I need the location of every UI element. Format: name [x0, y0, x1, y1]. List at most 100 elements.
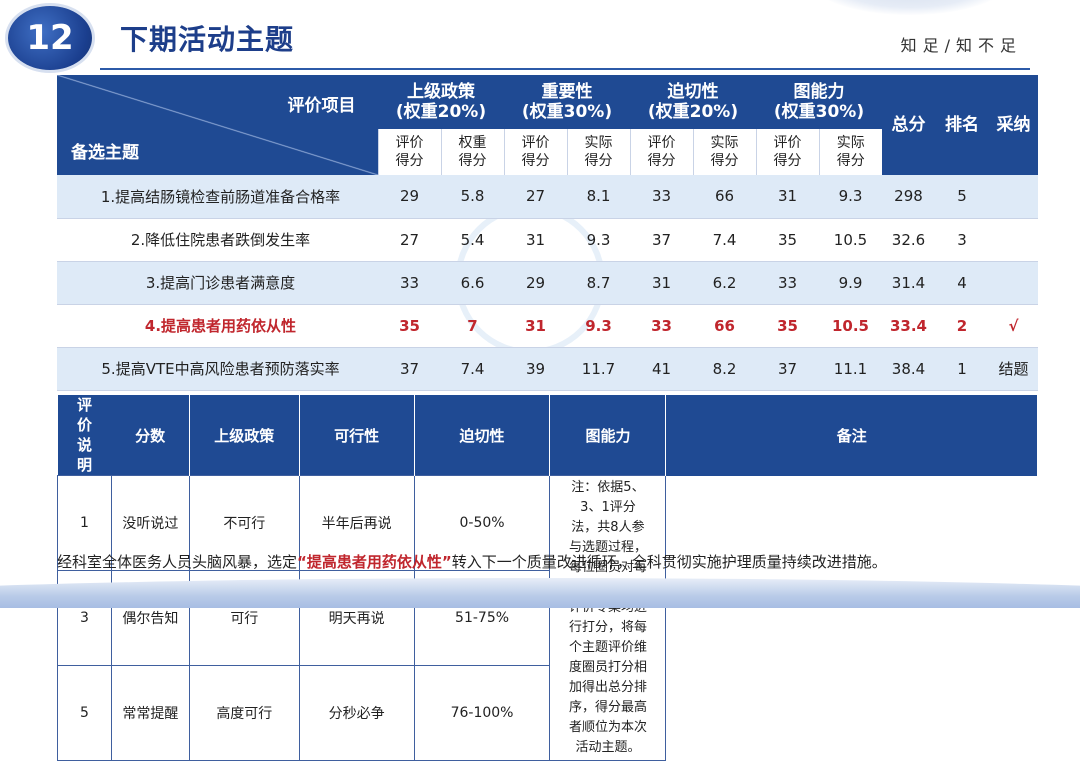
section-number-badge: 12: [8, 6, 92, 70]
scoring-criteria-table: 评价说明 分数 上级政策 可行性 迫切性 图能力 备注 1 没听说过 不可行 半年后再说 0-50…: [57, 395, 1038, 761]
score-cell: 39: [504, 347, 567, 391]
score-cell: 9.3: [567, 304, 630, 348]
group-header-urgency: 迫切性 (权重20%): [630, 75, 756, 129]
total-cell: 33.4: [882, 304, 935, 348]
total-cell: 31.4: [882, 261, 935, 305]
eval-side-label: 评价说明: [57, 395, 112, 476]
page-title: 下期活动主题: [120, 23, 295, 56]
score-cell: 27: [504, 175, 567, 219]
diagonal-header-cell: 评价项目 备选主题: [57, 75, 378, 175]
score-cell: 7.4: [441, 347, 504, 391]
eval-note: 注：依据5、3、1评分法，共8人参与选题过程，每位圈员对每一主题，每一评价专案均…: [549, 475, 667, 761]
group-header-policy: 上级政策 (权重20%): [378, 75, 504, 129]
adopt-cell: 结题: [989, 347, 1038, 391]
score-cell: 31: [504, 218, 567, 262]
table-row: 2.降低住院患者跌倒发生率 27 5.4 31 9.3 37 7.4 35 10.5 32.6 3: [57, 218, 1038, 262]
section-number: 12: [26, 18, 74, 58]
eval-header-cell: 分数: [111, 395, 190, 476]
score-cell: 5.8: [441, 175, 504, 219]
score-cell: 37: [630, 218, 693, 262]
eval-cell: 常常提醒: [110, 665, 190, 761]
rank-cell: 5: [935, 175, 989, 219]
selected-topic: “提高患者用药依从性”: [297, 553, 452, 571]
score-cell: 33: [756, 261, 819, 305]
topic-name-cell: 4.提高患者用药依从性: [57, 304, 378, 348]
topic-evaluation-table: 评价项目 备选主题 上级政策 (权重20%) 重要性 (权重30%) 迫切性 (权重2…: [57, 75, 1038, 391]
sub-header-cell: 实际得分: [566, 129, 630, 175]
candidate-topics-label: 备选主题: [71, 143, 139, 163]
eval-header-cell: 上级政策: [189, 395, 300, 476]
score-cell: 66: [693, 304, 756, 348]
table-row: 1.提高结肠镜检查前肠道准备合格率 29 5.8 27 8.1 33 66 31 9.3 298 5: [57, 175, 1038, 219]
header-divider: [100, 68, 1030, 70]
total-cell: 38.4: [882, 347, 935, 391]
adopt-header: 采纳: [989, 75, 1038, 175]
eval-cell: 高度可行: [188, 665, 300, 761]
sub-header-row: 评价得分 权重得分 评价得分 实际得分 评价得分 实际得分 评价得分 实际得分: [57, 129, 1038, 175]
rank-header: 排名: [935, 75, 989, 175]
adopt-cell: [989, 175, 1038, 219]
score-cell: 7.4: [693, 218, 756, 262]
eval-cell: 76-100%: [413, 665, 551, 761]
score-cell: 5.4: [441, 218, 504, 262]
sub-header-cell: 实际得分: [692, 129, 756, 175]
score-cell: 10.5: [819, 304, 882, 348]
eval-cell: 5: [57, 665, 112, 761]
evaluation-items-label: 评价项目: [287, 96, 356, 116]
adopt-cell: √: [989, 304, 1038, 348]
topic-name-cell: 2.降低住院患者跌倒发生率: [57, 218, 378, 262]
rank-cell: 1: [935, 347, 989, 391]
eval-cell: 半年后再说: [298, 475, 415, 571]
eval-header-cell: 迫切性: [414, 395, 551, 476]
sub-header-cell: 评价得分: [629, 129, 693, 175]
score-cell: 33: [378, 261, 441, 305]
sub-header-cell: 评价得分: [377, 129, 441, 175]
score-cell: 10.5: [819, 218, 882, 262]
adopt-cell: [989, 261, 1038, 305]
rank-cell: 4: [935, 261, 989, 305]
score-cell: 9.3: [819, 175, 882, 219]
score-cell: 31: [630, 261, 693, 305]
score-cell: 8.7: [567, 261, 630, 305]
score-cell: 31: [504, 304, 567, 348]
motto-text: 知足/知不足: [900, 36, 1022, 55]
score-cell: 35: [378, 304, 441, 348]
score-cell: 41: [630, 347, 693, 391]
score-cell: 66: [693, 175, 756, 219]
score-cell: 37: [378, 347, 441, 391]
footer-wave: [0, 578, 1080, 608]
score-cell: 7: [441, 304, 504, 348]
score-cell: 35: [756, 218, 819, 262]
table-row: 4.提高患者用药依从性 35 7 31 9.3 33 66 35 10.5 33.4 2 √: [57, 304, 1038, 348]
topic-name-cell: 1.提高结肠镜检查前肠道准备合格率: [57, 175, 378, 219]
table-row: 3.提高门诊患者满意度 33 6.6 29 8.7 31 6.2 33 9.9 31.4 4: [57, 261, 1038, 305]
score-cell: 27: [378, 218, 441, 262]
eval-header-cell: 图能力: [549, 395, 667, 476]
score-cell: 9.9: [819, 261, 882, 305]
rank-cell: 2: [935, 304, 989, 348]
table-row: 5.提高VTE中高风险患者预防落实率 37 7.4 39 11.7 41 8.2 37 11.1…: [57, 347, 1038, 391]
eval-cell: 没听说过: [110, 475, 190, 571]
score-cell: 8.1: [567, 175, 630, 219]
eval-row: 5 常常提醒 高度可行 分秒必争 76-100%: [57, 665, 1038, 761]
score-cell: 37: [756, 347, 819, 391]
sub-header-cell: 评价得分: [503, 129, 567, 175]
total-header: 总分: [882, 75, 935, 175]
eval-cell: 1: [57, 475, 112, 571]
eval-header-cell: 可行性: [299, 395, 415, 476]
score-cell: 8.2: [693, 347, 756, 391]
score-cell: 31: [756, 175, 819, 219]
sub-header-cell: 评价得分: [755, 129, 819, 175]
total-cell: 298: [882, 175, 935, 219]
score-cell: 9.3: [567, 218, 630, 262]
group-header-importance: 重要性 (权重30%): [504, 75, 630, 129]
eval-header-cell: 备注: [665, 395, 1038, 476]
conclusion-text: 经科室全体医务人员头脑风暴，选定“提高患者用药依从性”转入下一个质量改进循环，全…: [57, 553, 887, 571]
score-cell: 6.6: [441, 261, 504, 305]
top-decoration: [810, 0, 1010, 15]
eval-cell: 不可行: [188, 475, 300, 571]
score-cell: 29: [504, 261, 567, 305]
total-cell: 32.6: [882, 218, 935, 262]
sub-header-cell: 实际得分: [818, 129, 882, 175]
score-cell: 33: [630, 304, 693, 348]
